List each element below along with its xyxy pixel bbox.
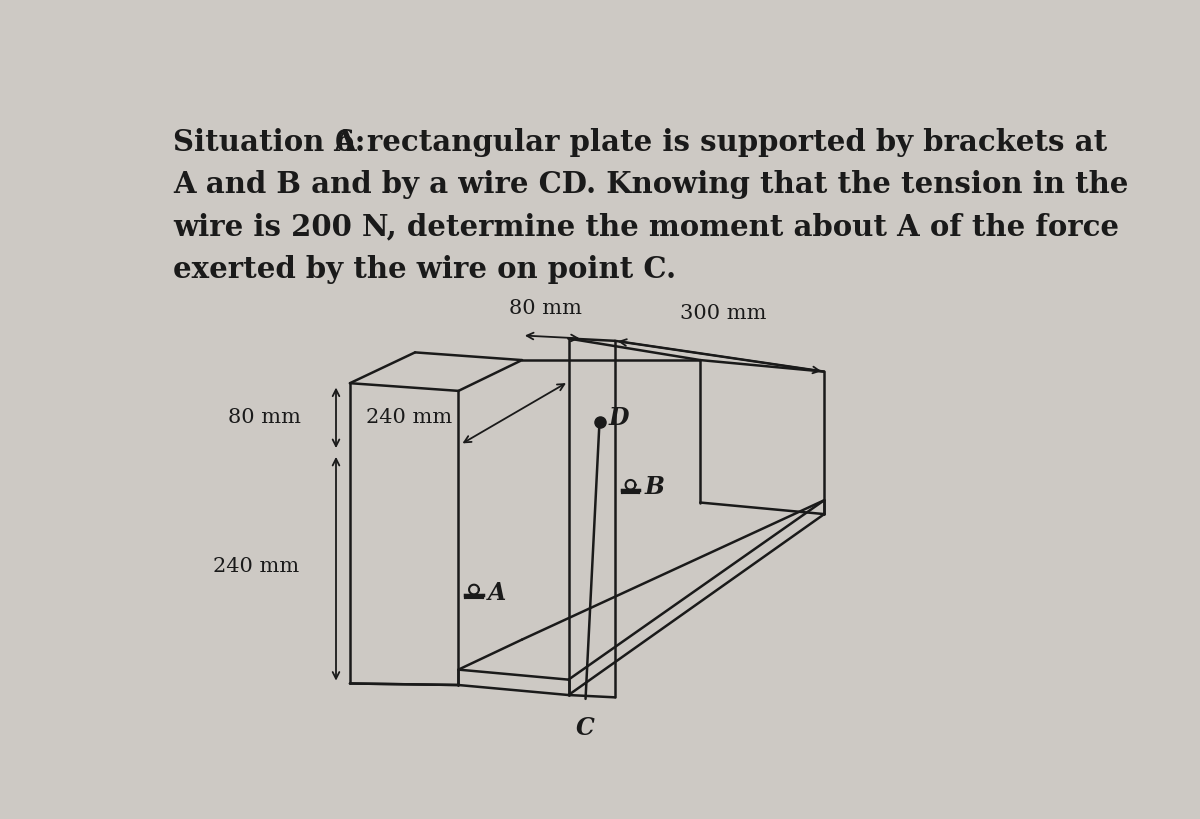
Text: C: C [576,716,595,740]
Text: 240 mm: 240 mm [366,409,452,428]
Text: B: B [644,475,665,499]
Text: 80 mm: 80 mm [509,299,582,318]
Text: D: D [608,406,629,430]
Text: Situation 6:: Situation 6: [173,128,366,156]
Text: wire is 200 N, determine the moment about A of the force: wire is 200 N, determine the moment abou… [173,212,1120,242]
Text: A and B and by a wire CD. Knowing that the tension in the: A and B and by a wire CD. Knowing that t… [173,170,1129,199]
Text: A rectangular plate is supported by brackets at: A rectangular plate is supported by brac… [324,128,1108,156]
Text: 240 mm: 240 mm [212,557,299,576]
Text: 300 mm: 300 mm [680,304,767,324]
Text: 80 mm: 80 mm [228,409,301,428]
Text: exerted by the wire on point C.: exerted by the wire on point C. [173,255,677,283]
Text: A: A [488,581,506,605]
